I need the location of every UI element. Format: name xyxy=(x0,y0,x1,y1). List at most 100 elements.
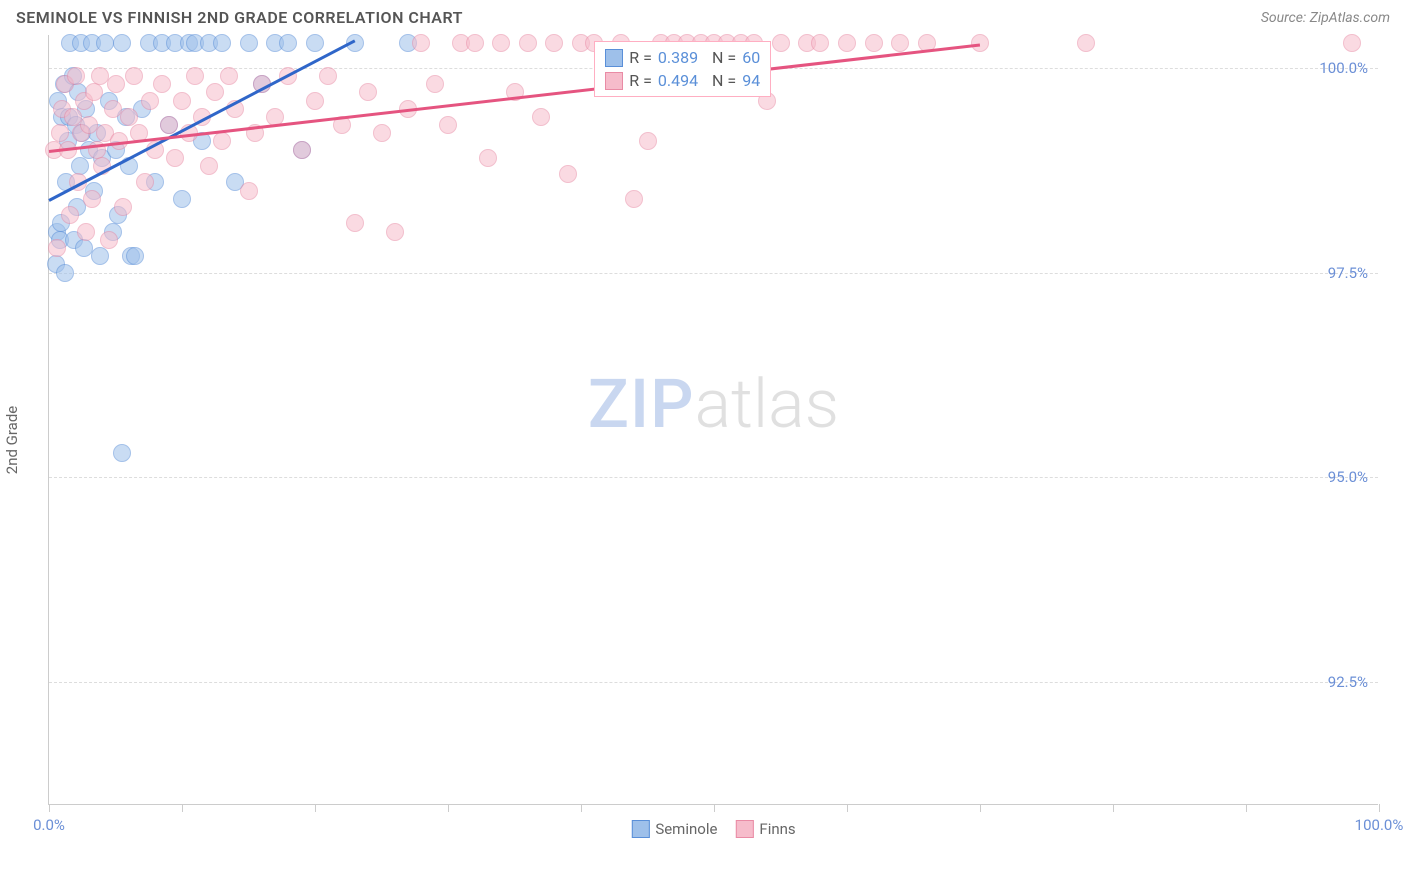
data-point xyxy=(113,444,131,462)
data-point xyxy=(125,67,143,85)
x-tick xyxy=(1246,804,1247,812)
data-point xyxy=(386,223,404,241)
data-point xyxy=(373,124,391,142)
data-point xyxy=(200,157,218,175)
data-point xyxy=(107,75,125,93)
chart-header: SEMINOLE VS FINNISH 2ND GRADE CORRELATIO… xyxy=(0,0,1406,31)
legend-r-label: R = xyxy=(629,48,652,67)
data-point xyxy=(213,34,231,52)
chart-title: SEMINOLE VS FINNISH 2ND GRADE CORRELATIO… xyxy=(16,8,463,27)
data-point xyxy=(83,190,101,208)
data-point xyxy=(77,223,95,241)
legend-n-label: N = xyxy=(704,48,736,67)
y-axis-label: 2nd Grade xyxy=(3,406,21,474)
data-point xyxy=(426,75,444,93)
data-point xyxy=(519,34,537,52)
data-point xyxy=(91,247,109,265)
data-point xyxy=(838,34,856,52)
data-point xyxy=(639,132,657,150)
x-tick-label: 0.0% xyxy=(33,816,65,834)
data-point xyxy=(865,34,883,52)
data-point xyxy=(891,34,909,52)
data-point xyxy=(532,108,550,126)
legend-r-value: 0.389 xyxy=(658,48,698,67)
data-point xyxy=(48,239,66,257)
data-point xyxy=(479,149,497,167)
data-point xyxy=(625,190,643,208)
data-point xyxy=(100,231,118,249)
data-point xyxy=(71,157,89,175)
watermark-part2: atlas xyxy=(695,364,840,444)
data-point xyxy=(51,124,69,142)
legend-r-value: 0.494 xyxy=(658,71,698,90)
data-point xyxy=(173,92,191,110)
correlation-legend: R = 0.389 N = 60R = 0.494 N = 94 xyxy=(594,41,771,97)
data-point xyxy=(811,34,829,52)
data-point xyxy=(545,34,563,52)
y-tick-label: 97.5% xyxy=(1328,264,1368,282)
series-legend: Seminole Finns xyxy=(631,820,795,838)
x-tick xyxy=(980,804,981,812)
legend-row: R = 0.494 N = 94 xyxy=(605,69,760,92)
data-point xyxy=(466,34,484,52)
data-point xyxy=(160,116,178,134)
data-point xyxy=(1343,34,1361,52)
data-point xyxy=(186,67,204,85)
legend-swatch xyxy=(605,49,623,67)
legend-n-label: N = xyxy=(704,71,736,90)
data-point xyxy=(56,264,74,282)
data-point xyxy=(120,108,138,126)
data-point xyxy=(293,141,311,159)
data-point xyxy=(492,34,510,52)
legend-row: R = 0.389 N = 60 xyxy=(605,46,760,69)
data-point xyxy=(346,214,364,232)
data-point xyxy=(96,34,114,52)
x-tick xyxy=(315,804,316,812)
data-point xyxy=(166,149,184,167)
data-point xyxy=(412,34,430,52)
data-point xyxy=(306,92,324,110)
legend-swatch xyxy=(605,72,623,90)
data-point xyxy=(61,206,79,224)
data-point xyxy=(85,83,103,101)
x-tick xyxy=(581,804,582,812)
legend-item: Finns xyxy=(735,820,795,838)
data-point xyxy=(141,92,159,110)
x-tick xyxy=(448,804,449,812)
legend-item: Seminole xyxy=(631,820,717,838)
chart-container: ZIPatlas 92.5%95.0%97.5%100.0%0.0%100.0%… xyxy=(48,35,1406,805)
x-tick xyxy=(1379,804,1380,812)
y-tick-label: 95.0% xyxy=(1328,468,1368,486)
legend-label: Finns xyxy=(759,820,795,838)
y-tick-label: 92.5% xyxy=(1328,673,1368,691)
data-point xyxy=(67,67,85,85)
legend-n-value: 60 xyxy=(742,48,760,67)
data-point xyxy=(240,182,258,200)
legend-r-label: R = xyxy=(629,71,652,90)
gridline-h xyxy=(49,682,1378,683)
y-tick-label: 100.0% xyxy=(1319,59,1368,77)
data-point xyxy=(1077,34,1095,52)
gridline-h xyxy=(49,477,1378,478)
data-point xyxy=(359,83,377,101)
legend-n-value: 94 xyxy=(742,71,760,90)
x-tick xyxy=(1113,804,1114,812)
legend-swatch xyxy=(631,820,649,838)
data-point xyxy=(126,247,144,265)
data-point xyxy=(220,67,238,85)
x-tick xyxy=(49,804,50,812)
data-point xyxy=(559,165,577,183)
data-point xyxy=(173,190,191,208)
data-point xyxy=(136,173,154,191)
data-point xyxy=(240,34,258,52)
data-point xyxy=(306,34,324,52)
data-point xyxy=(279,34,297,52)
x-tick xyxy=(714,804,715,812)
x-tick-label: 100.0% xyxy=(1355,816,1404,834)
gridline-h xyxy=(49,273,1378,274)
x-tick xyxy=(182,804,183,812)
data-point xyxy=(319,67,337,85)
watermark: ZIPatlas xyxy=(588,364,839,444)
legend-label: Seminole xyxy=(655,820,717,838)
plot-area: ZIPatlas 92.5%95.0%97.5%100.0%0.0%100.0%… xyxy=(48,35,1378,805)
